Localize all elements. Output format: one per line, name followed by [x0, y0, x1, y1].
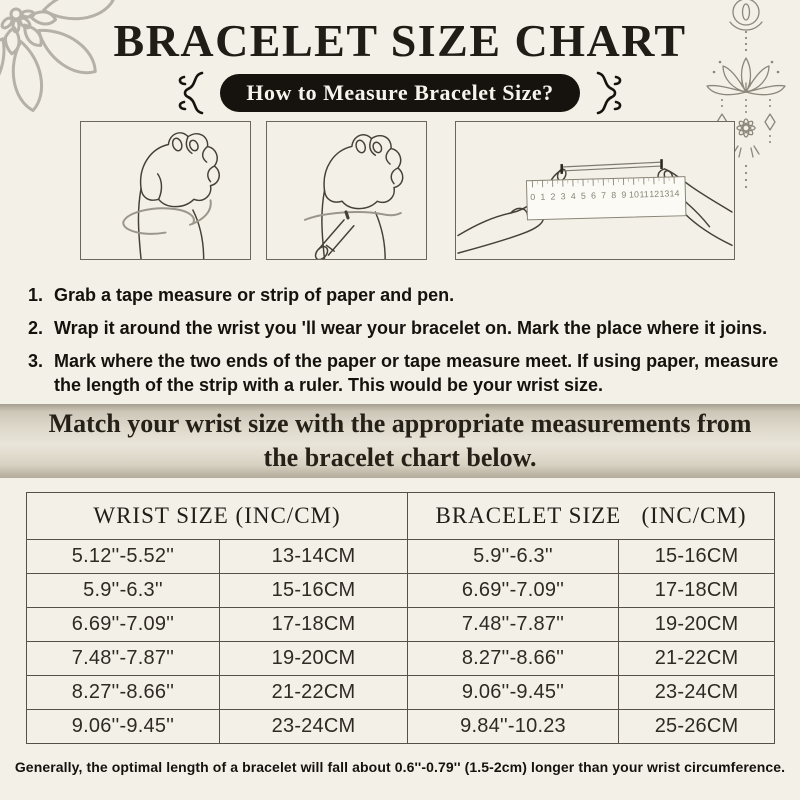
wrap-string-illustration [80, 121, 251, 260]
table-cell: 5.9''-6.3'' [407, 539, 620, 574]
ruler-number: 3 [561, 191, 566, 201]
table-cell: 13-14CM [218, 539, 409, 574]
ruler-number: 11 [639, 189, 648, 199]
table-cell: 6.69''-7.09'' [407, 573, 620, 608]
step-1: 1. Grab a tape measure or strip of paper… [28, 283, 780, 307]
table-row: 6.69''-7.09'' 17-18CM 7.48''-7.87'' 19-2… [26, 607, 776, 642]
ruler-number: 14 [669, 188, 679, 198]
table-row: 9.06''-9.45'' 23-24CM 9.84''-10.23 25-26… [26, 709, 776, 744]
ruler-number: 6 [591, 190, 596, 200]
ruler-measure-illustration: 0 1 2 3 4 5 6 7 8 9 10 11 12 13 14 [455, 121, 735, 260]
hand-with-string-icon [122, 132, 220, 259]
squiggle-left-icon [179, 71, 204, 115]
step-3: 3. Mark where the two ends of the paper … [28, 349, 780, 397]
table-row: 8.27''-8.66'' 21-22CM 9.06''-9.45'' 23-2… [26, 675, 776, 710]
table-header-row: WRIST SIZE (INC/CM) BRACELET SIZE (INC/C… [25, 492, 776, 540]
footer-note: Generally, the optimal length of a brace… [14, 759, 786, 775]
instruction-steps: 1. Grab a tape measure or strip of paper… [28, 283, 780, 406]
table-cell: 19-20CM [618, 607, 776, 642]
ruler-number: 8 [611, 190, 616, 200]
step-text: Grab a tape measure or strip of paper an… [54, 285, 455, 305]
table-cell: 23-24CM [618, 675, 776, 710]
step-number: 3. [28, 351, 44, 371]
step-number: 1. [28, 285, 44, 305]
table-cell: 15-16CM [218, 573, 409, 608]
ruler-number: 1 [540, 192, 545, 202]
wrist-size-header: WRIST SIZE (INC/CM) [25, 492, 409, 540]
hand-with-pen-icon [303, 134, 404, 259]
table-cell: 6.69''-7.09'' [26, 607, 220, 642]
ruler-number: 4 [571, 191, 576, 201]
size-chart-table: WRIST SIZE (INC/CM) BRACELET SIZE (INC/C… [25, 492, 776, 744]
table-cell: 7.48''-7.87'' [407, 607, 620, 642]
table-cell: 25-26CM [618, 709, 776, 744]
table-cell: 9.84''-10.23 [407, 709, 620, 744]
table-cell: 5.12''-5.52'' [26, 539, 220, 574]
bracelet-size-header: BRACELET SIZE (INC/CM) [407, 492, 776, 540]
table-cell: 9.06''-9.45'' [407, 675, 620, 710]
table-row: 5.12''-5.52'' 13-14CM 5.9''-6.3'' 15-16C… [26, 539, 776, 574]
table-cell: 8.27''-8.66'' [26, 675, 220, 710]
step-text: Mark where the two ends of the paper or … [54, 351, 779, 395]
table-row: 5.9''-6.3'' 15-16CM 6.69''-7.09'' 17-18C… [26, 573, 776, 608]
step-text: Wrap it around the wrist you 'll wear yo… [54, 318, 768, 338]
ruler-number: 9 [621, 190, 626, 200]
table-cell: 15-16CM [618, 539, 776, 574]
subtitle-pill: How to Measure Bracelet Size? [220, 74, 580, 112]
table-cell: 17-18CM [618, 573, 776, 608]
table-cell: 19-20CM [218, 641, 409, 676]
ruler-number: 7 [601, 190, 606, 200]
table-cell: 8.27''-8.66'' [407, 641, 620, 676]
ruler-number: 13 [659, 189, 669, 199]
ruler-number: 5 [581, 191, 586, 201]
table-cell: 17-18CM [218, 607, 409, 642]
mark-with-pen-illustration [266, 121, 427, 260]
table-cell: 9.06''-9.45'' [26, 709, 220, 744]
match-banner-text: Match your wrist size with the appropria… [48, 409, 752, 472]
step-number: 2. [28, 318, 44, 338]
hands-with-ruler-icon: 0 1 2 3 4 5 6 7 8 9 10 11 12 13 14 [457, 159, 733, 254]
table-cell: 7.48''-7.87'' [26, 641, 220, 676]
ruler-number: 10 [629, 189, 639, 199]
table-cell: 21-22CM [218, 675, 409, 710]
page-title: BRACELET SIZE CHART [113, 15, 687, 66]
match-banner: Match your wrist size with the appropria… [0, 404, 800, 478]
subtitle-row: How to Measure Bracelet Size? [0, 70, 800, 116]
table-cell: 23-24CM [218, 709, 409, 744]
step-2: 2. Wrap it around the wrist you 'll wear… [28, 316, 780, 340]
ruler-number: 12 [649, 189, 659, 199]
ruler-number: 0 [530, 192, 535, 202]
illustration-row: 0 1 2 3 4 5 6 7 8 9 10 11 12 13 14 [0, 121, 800, 262]
table-cell: 21-22CM [618, 641, 776, 676]
squiggle-right-icon [596, 71, 621, 115]
ruler-number: 2 [550, 192, 555, 202]
table-cell: 5.9''-6.3'' [26, 573, 220, 608]
table-row: 7.48''-7.87'' 19-20CM 8.27''-8.66'' 21-2… [26, 641, 776, 676]
